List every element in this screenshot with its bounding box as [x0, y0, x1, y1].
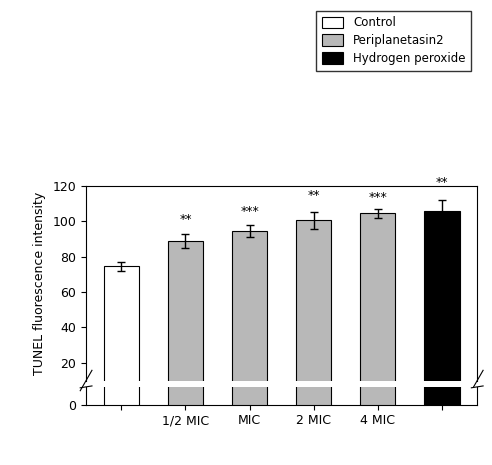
Bar: [296, 220, 332, 398]
Bar: [424, 217, 460, 405]
Bar: [168, 241, 203, 398]
Bar: [232, 231, 267, 398]
Bar: [296, 227, 332, 405]
Text: ***: ***: [240, 205, 259, 218]
Legend: Control, Periplanetasin2, Hydrogen peroxide: Control, Periplanetasin2, Hydrogen perox…: [316, 11, 471, 71]
Bar: [232, 238, 267, 405]
Bar: [104, 273, 139, 405]
Text: **: **: [308, 189, 320, 202]
Bar: [360, 220, 396, 405]
Bar: [104, 266, 139, 398]
Bar: [424, 211, 460, 398]
Text: ***: ***: [369, 191, 387, 204]
Text: **: **: [436, 176, 448, 189]
Bar: [360, 213, 396, 398]
Text: **: **: [179, 213, 192, 226]
Y-axis label: TUNEL fluorescence intensity: TUNEL fluorescence intensity: [32, 192, 46, 375]
Bar: [168, 247, 203, 405]
